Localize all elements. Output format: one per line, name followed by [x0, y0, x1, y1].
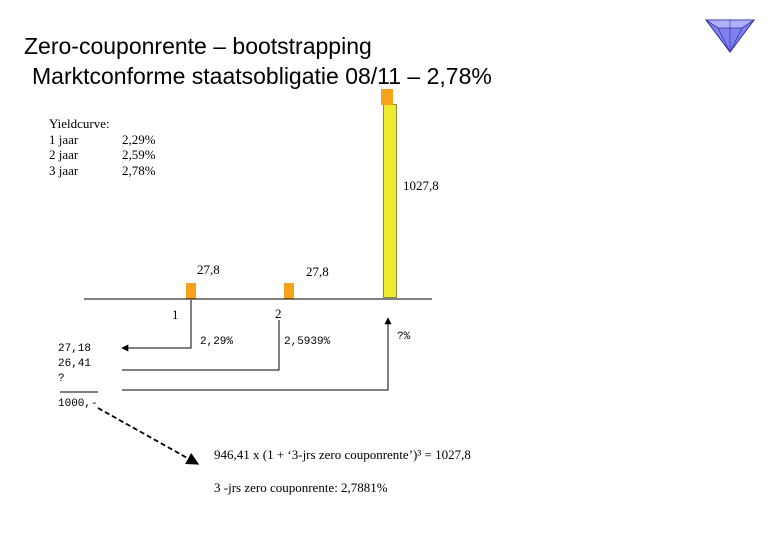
- rate-label-year2: 2,5939%: [284, 336, 331, 348]
- dashed-arrow: [97, 407, 200, 465]
- cashflow-label-year2: 27,8: [306, 264, 329, 279]
- year-label-2: 2: [275, 306, 282, 321]
- year-label-1: 1: [172, 307, 179, 322]
- yieldcurve-term: 2 jaar: [49, 147, 79, 162]
- bond-price: 1000,-: [58, 398, 98, 410]
- title-line-2: Marktconforme staatsobligatie 08/11 – 2,…: [32, 63, 492, 89]
- yieldcurve-table: Yieldcurve: 1 jaar 2,29% 2 jaar 2,59% 3 …: [49, 116, 156, 178]
- cashflow-label-year1: 27,8: [197, 262, 220, 277]
- rate-label-year1: 2,29%: [200, 336, 234, 348]
- yieldcurve-rate: 2,78%: [122, 162, 156, 178]
- yieldcurve-term: 1 jaar: [49, 131, 79, 147]
- yieldcurve-heading: Yieldcurve:: [49, 116, 110, 131]
- bootstrap-result: 3 -jrs zero couponrente: 2,7881%: [214, 480, 388, 495]
- coupon-bar-year1: [186, 283, 196, 299]
- yieldcurve-rate: 2,29%: [122, 131, 156, 147]
- present-value-year3: ?: [58, 373, 65, 385]
- yieldcurve-row: 3 jaar 2,78%: [49, 163, 156, 179]
- title-line-1: Zero-couponrente – bootstrapping: [24, 33, 372, 59]
- rate-label-year3: ?%: [397, 331, 411, 343]
- present-value-year2: 26,41: [58, 358, 92, 370]
- yieldcurve-row: 2 jaar 2,59%: [49, 147, 156, 163]
- yieldcurve-term: 3 jaar: [49, 162, 79, 178]
- principal-bar-year3-top: [381, 89, 393, 105]
- bootstrap-formula: 946,41 x (1 + ‘3-jrs zero couponrente’)³…: [214, 447, 471, 462]
- discount-arrow-year2: [122, 320, 280, 371]
- coupon-bar-year2: [284, 283, 294, 299]
- yieldcurve-rate: 2,59%: [122, 147, 156, 162]
- cashflow-label-year3: 1027,8: [403, 178, 439, 193]
- present-value-year1: 27,18: [58, 343, 92, 355]
- yieldcurve-row: 1 jaar 2,29%: [49, 132, 156, 148]
- slide-title: Zero-couponrente – bootstrapping Marktco…: [24, 31, 492, 91]
- discount-arrow-year1: [121, 300, 192, 352]
- discount-arrow-year3: [122, 317, 392, 391]
